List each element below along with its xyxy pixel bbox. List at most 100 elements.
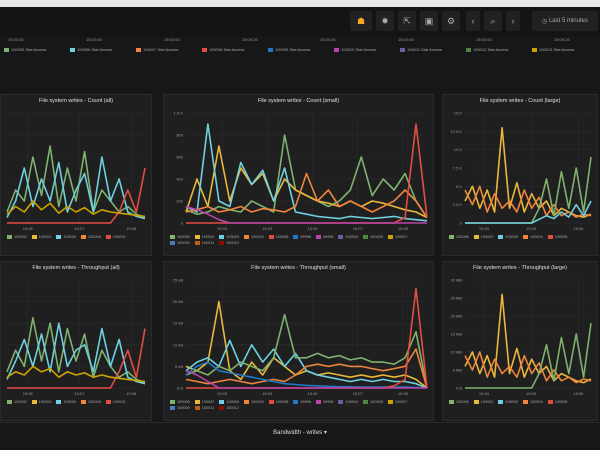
legend-item[interactable]: 100013 Stat Access	[532, 47, 574, 52]
panel-title[interactable]: File system writes - Throughput (large)	[472, 265, 568, 271]
legend-label: 100002	[480, 400, 494, 404]
legend-item[interactable]: 100002	[7, 235, 27, 239]
legend-item[interactable]: 100008	[547, 235, 567, 239]
legend-item[interactable]: 100007 Stat Access	[136, 47, 178, 52]
save-button[interactable]: ▣	[420, 11, 438, 31]
star-icon: ✸	[381, 15, 389, 26]
legend-label: 100002	[14, 400, 27, 404]
legend-item[interactable]: 100006	[56, 235, 76, 239]
legend-item[interactable]: 100004	[244, 235, 264, 239]
legend-label: 100003	[226, 400, 240, 404]
legend-item[interactable]: 100006	[56, 400, 76, 404]
back-button[interactable]: ‹	[466, 11, 480, 31]
legend-item[interactable]: 99996	[293, 400, 311, 404]
legend-item[interactable]: 100011	[194, 406, 214, 410]
legend-item[interactable]: 100003	[498, 400, 518, 404]
x-tick-label: 15:05	[526, 226, 537, 231]
legend-item[interactable]: 100005 Stat Access	[4, 47, 46, 52]
legend-item[interactable]: 100004	[523, 400, 543, 404]
legend-item[interactable]: 100002	[194, 400, 214, 404]
legend-item[interactable]: 100010	[105, 400, 125, 404]
legend-swatch	[523, 235, 529, 239]
legend-item[interactable]: 100011 Stat Access	[400, 47, 442, 52]
legend-item[interactable]: 100008	[547, 400, 567, 404]
legend-item[interactable]: 100008	[268, 400, 288, 404]
legend-item[interactable]: 100008	[81, 235, 101, 239]
legend-swatch	[219, 241, 225, 245]
legend-item[interactable]: 100002	[473, 400, 494, 404]
forward-button[interactable]: ›	[506, 11, 520, 31]
legend-item[interactable]: 100003	[219, 400, 239, 404]
series-line	[185, 339, 428, 389]
legend-label: 100006 Stat Access	[77, 47, 113, 52]
time-tick: 15:05:00	[476, 37, 492, 42]
add-panel-button[interactable]: ☗	[350, 11, 372, 31]
row-title-bandwidth-writes[interactable]: Bandwidth - writes ▾	[273, 430, 327, 436]
legend-item[interactable]: 100012	[219, 406, 239, 410]
legend-label: 100013 Stat Access	[539, 47, 575, 52]
legend-item[interactable]: 100004	[244, 400, 264, 404]
legend-item[interactable]: 100007	[387, 235, 408, 239]
legend-item[interactable]: 100006	[170, 235, 190, 239]
y-tick-label: 800	[176, 133, 183, 138]
legend-label: 100007 Stat Access	[143, 47, 179, 52]
time-picker[interactable]: ◷ Last 5 minutes	[532, 11, 598, 31]
legend-item[interactable]: 100006 Stat Access	[70, 47, 112, 52]
legend-label: 100006	[63, 400, 77, 404]
series-line	[7, 328, 146, 389]
legend-item[interactable]: 100003	[498, 235, 518, 239]
legend-item[interactable]: 100006	[449, 235, 469, 239]
legend-item[interactable]: 100004	[31, 400, 51, 404]
share-button[interactable]: ⇱	[398, 11, 416, 31]
legend-item[interactable]: 100010	[338, 235, 358, 239]
legend-label: 100003	[226, 235, 240, 239]
legend-item[interactable]: 100010 Stat Access	[334, 47, 376, 52]
time-tick: 15:04:45	[398, 37, 414, 42]
legend-item[interactable]: 100004	[31, 235, 51, 239]
legend-item[interactable]: 99996	[293, 235, 311, 239]
zoom-out-button[interactable]: ⌕	[484, 11, 502, 31]
legend-item[interactable]: 100008 Stat Access	[202, 47, 244, 52]
settings-button[interactable]: ⚙	[442, 11, 460, 31]
legend-swatch	[315, 235, 321, 239]
legend-swatch	[202, 47, 207, 52]
legend-item[interactable]: 100005	[363, 235, 383, 239]
legend-item[interactable]: 100009 Stat Access	[268, 47, 310, 52]
legend-item[interactable]: 99998	[315, 235, 333, 239]
legend-item[interactable]: 100010	[105, 235, 126, 239]
legend-item[interactable]: 100006	[449, 400, 469, 404]
legend-item[interactable]: 100005	[363, 400, 383, 404]
legend-item[interactable]: 100007	[387, 400, 408, 404]
panel-title[interactable]: File system writes - Throughput (small)	[251, 265, 346, 271]
panel-title[interactable]: File system writes - Count (all)	[39, 98, 113, 104]
star-button[interactable]: ✸	[376, 11, 394, 31]
legend-item[interactable]: 100009	[170, 241, 190, 245]
legend-swatch	[363, 235, 369, 239]
legend-item[interactable]: 100010	[338, 400, 358, 404]
y-tick-label: 7.5 K	[453, 166, 463, 171]
legend-item[interactable]: 100003	[219, 235, 239, 239]
legend-item[interactable]: 99998	[315, 400, 333, 404]
legend-item[interactable]: 100002	[7, 400, 27, 404]
legend-swatch	[387, 235, 393, 239]
legend-label: 100010	[112, 235, 126, 239]
legend-item[interactable]: 100012 Stat Access	[466, 47, 508, 52]
legend-item[interactable]: 100004	[523, 235, 543, 239]
legend-item[interactable]: 100002	[194, 235, 214, 239]
legend-item[interactable]: 100012	[219, 241, 239, 245]
legend-swatch	[194, 235, 200, 239]
legend-item[interactable]: 100006	[170, 400, 190, 404]
legend-label: 100006	[456, 400, 469, 404]
legend-item[interactable]: 100008	[81, 400, 101, 404]
y-tick-label: 0 B	[456, 386, 462, 391]
legend-item[interactable]: 100011	[194, 241, 214, 245]
legend-item[interactable]: 100002	[473, 235, 493, 239]
legend-item[interactable]: 100009	[170, 406, 190, 410]
legend-label: 100010	[345, 400, 359, 404]
panel-title[interactable]: File system writes - Throughput (all)	[32, 265, 120, 271]
series-line	[6, 145, 146, 219]
y-tick-label: 1.0 K	[174, 111, 184, 116]
legend-item[interactable]: 100008	[268, 235, 288, 239]
panel-title[interactable]: File system writes - Count (large)	[479, 98, 561, 104]
panel-title[interactable]: File system writes - Count (small)	[257, 98, 340, 104]
